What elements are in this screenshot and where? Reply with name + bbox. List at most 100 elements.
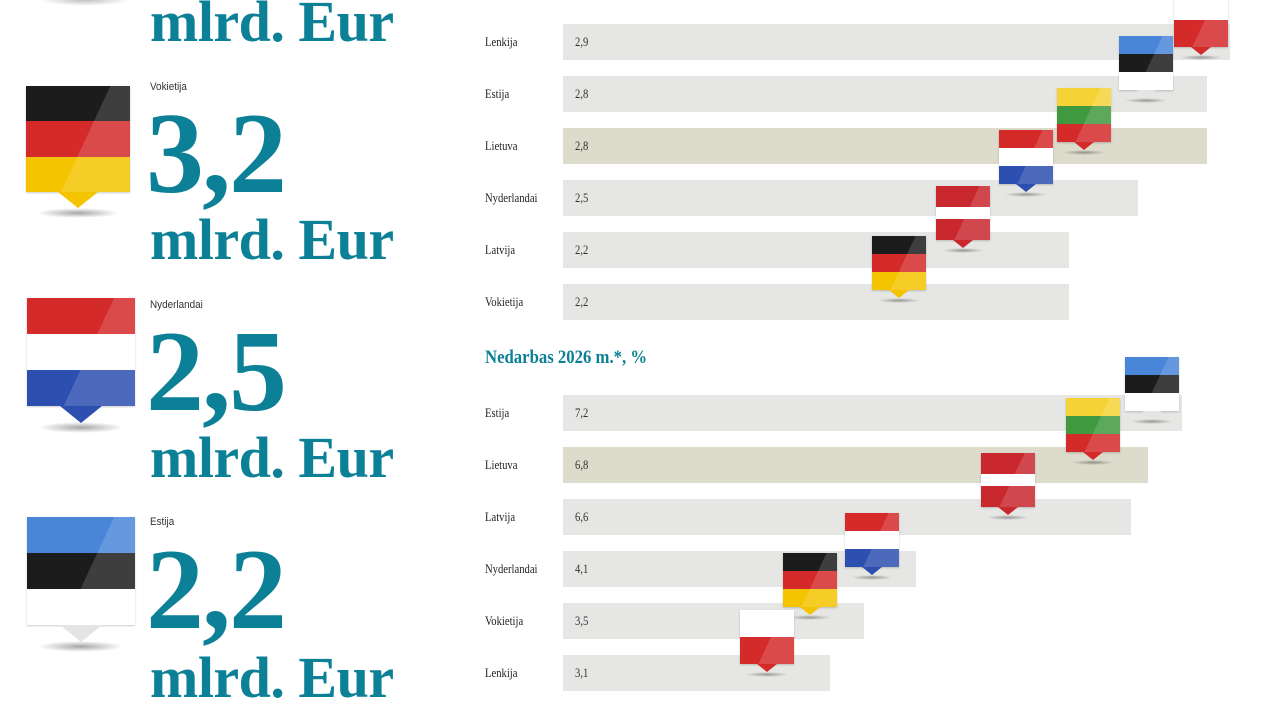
top-card-unit: mlrd. Eur <box>150 0 394 54</box>
flag-stripe <box>26 121 130 157</box>
pin-shadow <box>1124 98 1168 104</box>
pin-shadow <box>37 641 125 652</box>
value-label: 2,9 <box>575 35 589 49</box>
flag-face <box>1057 88 1111 142</box>
pin-shadow <box>745 672 789 678</box>
pin-pointer <box>889 290 909 298</box>
flag-stripe <box>999 130 1053 148</box>
pin-shadow <box>941 248 985 254</box>
pin-shadow <box>788 615 832 621</box>
flag-stripe <box>872 236 926 254</box>
flag-stripe <box>1066 416 1120 434</box>
flag-stripe <box>27 334 135 370</box>
flag-stripe <box>981 453 1035 474</box>
flag-estonia-icon <box>27 517 135 652</box>
flag-stripe <box>1057 88 1111 106</box>
card-value: 2,2 <box>146 526 287 654</box>
flag-stripe <box>740 637 794 664</box>
flag-stripe <box>1066 398 1120 416</box>
pin-shadow <box>37 422 125 433</box>
bar-nyderlandai <box>563 180 1138 216</box>
pin-pointer <box>58 192 98 208</box>
card-country-label: Nyderlandai <box>150 299 203 311</box>
flag-stripe <box>1125 357 1179 375</box>
pin-pointer <box>60 406 102 423</box>
category-label: Estija <box>485 87 510 101</box>
flag-face <box>26 86 130 192</box>
flag-stripe <box>783 589 837 607</box>
category-label: Lenkija <box>485 666 518 680</box>
flag-face <box>1125 357 1179 411</box>
card-unit: mlrd. Eur <box>150 645 394 710</box>
flag-stripe <box>872 254 926 272</box>
flag-face <box>1119 36 1173 90</box>
card-unit: mlrd. Eur <box>150 425 394 490</box>
flag-stripe <box>1174 20 1228 47</box>
card-value: 3,2 <box>146 90 287 218</box>
card-country-label: Estija <box>150 516 175 528</box>
flag-face <box>872 236 926 290</box>
flag-face <box>981 453 1035 507</box>
flag-pin-ee-icon <box>1119 36 1173 104</box>
flag-face <box>999 130 1053 184</box>
flag-stripe <box>1125 375 1179 393</box>
value-label: 2,8 <box>575 139 589 153</box>
flag-stripe <box>1119 36 1173 54</box>
card-unit: mlrd. Eur <box>150 207 394 272</box>
flag-face <box>845 513 899 567</box>
category-label: Nyderlandai <box>485 191 538 205</box>
flag-stripe <box>27 298 135 334</box>
category-label: Lenkija <box>485 35 518 49</box>
flag-stripe <box>27 589 135 625</box>
pin-pointer <box>1074 142 1094 150</box>
flag-stripe <box>740 610 794 637</box>
flag-face <box>740 610 794 664</box>
pin-pointer <box>1142 411 1162 419</box>
bar-lietuva <box>563 447 1148 483</box>
pin-pointer <box>1083 452 1103 460</box>
flag-stripe <box>783 553 837 571</box>
flag-pin-lt-icon <box>1057 88 1111 156</box>
category-label: Vokietija <box>485 614 524 628</box>
flag-stripe <box>26 156 130 192</box>
flag-pin-lt-icon <box>1066 398 1120 466</box>
flag-netherlands-icon <box>27 298 135 433</box>
value-label: 2,5 <box>575 191 589 205</box>
bar-vokietija <box>563 284 1069 320</box>
value-label: 3,1 <box>575 666 589 680</box>
flag-stripe <box>936 219 990 240</box>
pin-pointer <box>998 507 1018 515</box>
pin-pointer <box>800 607 820 615</box>
flag-stripe <box>26 86 130 122</box>
flag-pin-lv-icon <box>936 186 990 254</box>
flag-stripe <box>1119 54 1173 72</box>
pin-shadow <box>1071 460 1115 466</box>
flag-face <box>27 517 135 625</box>
card-value: 2,5 <box>146 308 287 436</box>
flag-pin-pl-icon <box>1174 0 1228 61</box>
flag-stripe <box>845 513 899 531</box>
flag-face <box>27 298 135 406</box>
flag-germany-icon <box>26 86 130 218</box>
flag-pin-nl-icon <box>999 130 1053 198</box>
pin-pointer <box>1191 47 1211 55</box>
flag-pin-nl-icon <box>845 513 899 581</box>
pin-shadow <box>1062 150 1106 156</box>
flag-stripe <box>936 206 990 220</box>
flag-face <box>1174 0 1228 47</box>
category-label: Lietuva <box>485 139 518 153</box>
pin-shadow <box>877 298 921 304</box>
flag-stripe <box>1057 124 1111 142</box>
flag-stripe <box>981 473 1035 487</box>
flag-stripe <box>999 166 1053 184</box>
flag-stripe <box>1125 393 1179 411</box>
flag-stripe <box>872 272 926 290</box>
pin-shadow <box>1130 419 1174 425</box>
chart-2-title: Nedarbas 2026 m.*, % <box>485 347 648 368</box>
flag-face <box>1066 398 1120 452</box>
flag-stripe <box>936 186 990 207</box>
pin-shadow <box>1004 192 1048 198</box>
bar-lenkija <box>563 24 1230 60</box>
value-label: 2,2 <box>575 295 589 309</box>
pin-pointer <box>757 664 777 672</box>
